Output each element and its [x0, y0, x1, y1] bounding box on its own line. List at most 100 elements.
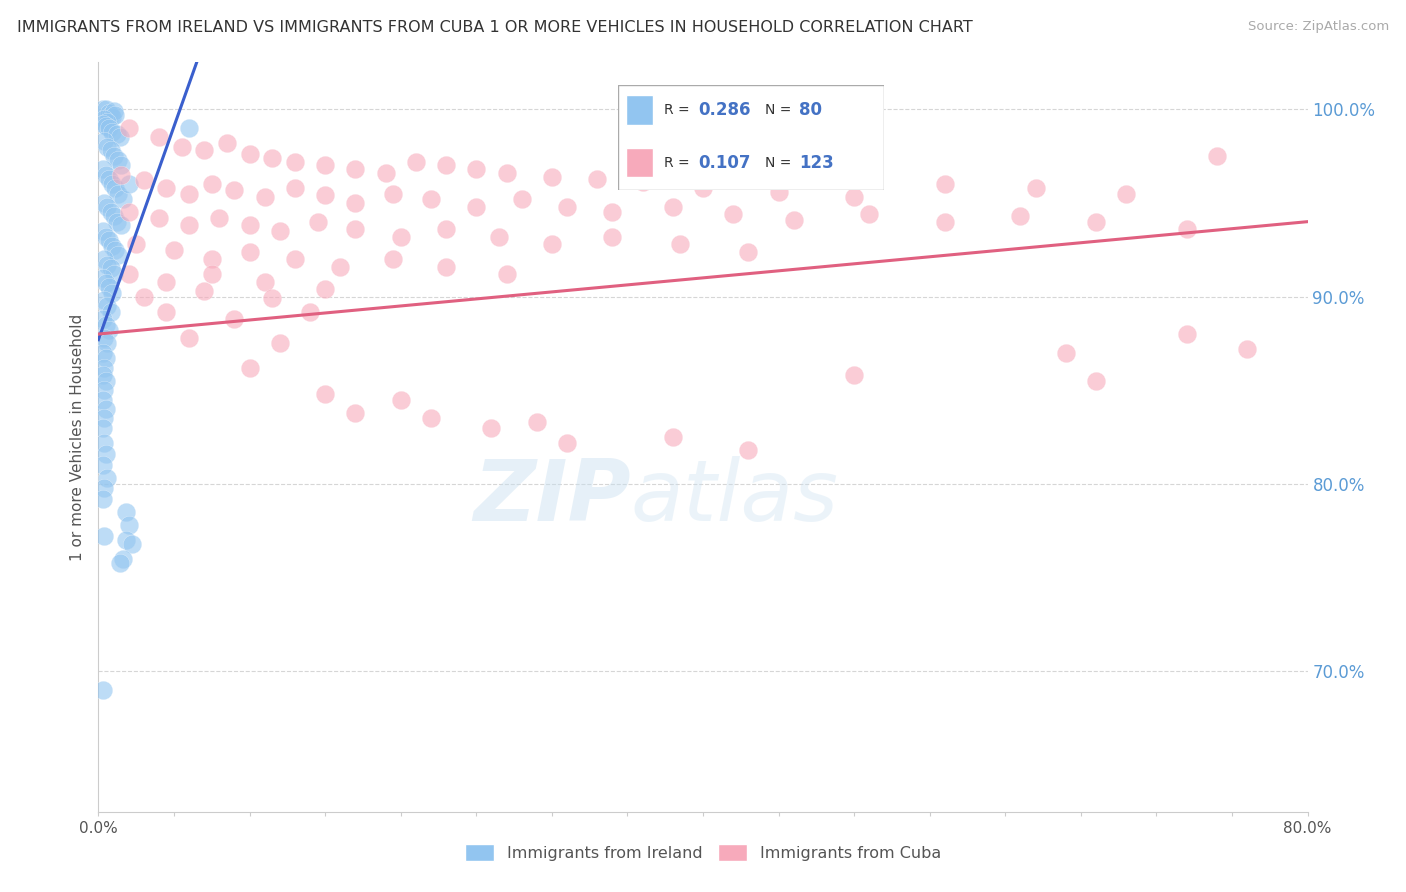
- Point: [94, 119, 117, 133]
- Point: [382, 252, 405, 266]
- Point: [510, 192, 533, 206]
- Point: [94, 318, 117, 332]
- Point: [586, 171, 609, 186]
- Point: [114, 505, 136, 519]
- Point: [201, 252, 224, 266]
- Point: [96, 258, 118, 272]
- Point: [555, 435, 578, 450]
- Point: [118, 177, 141, 191]
- Point: [94, 229, 117, 244]
- Point: [91, 270, 114, 285]
- Point: [1175, 326, 1198, 341]
- Point: [661, 430, 683, 444]
- Point: [104, 108, 127, 122]
- Point: [602, 229, 624, 244]
- Point: [107, 248, 129, 262]
- Point: [93, 411, 115, 425]
- Point: [420, 192, 443, 206]
- Point: [155, 181, 177, 195]
- Point: [253, 275, 276, 289]
- Point: [179, 120, 201, 135]
- Point: [96, 336, 118, 351]
- Point: [844, 368, 866, 383]
- Point: [934, 214, 956, 228]
- Point: [179, 331, 201, 345]
- Text: IMMIGRANTS FROM IRELAND VS IMMIGRANTS FROM CUBA 1 OR MORE VEHICLES IN HOUSEHOLD : IMMIGRANTS FROM IRELAND VS IMMIGRANTS FR…: [17, 20, 973, 35]
- Point: [1054, 345, 1077, 359]
- Point: [1175, 222, 1198, 236]
- Point: [495, 267, 517, 281]
- Point: [105, 214, 128, 228]
- Point: [344, 162, 367, 177]
- Point: [1024, 181, 1046, 195]
- Point: [284, 181, 307, 195]
- Point: [208, 211, 231, 225]
- Point: [91, 491, 114, 506]
- Point: [723, 207, 745, 221]
- Point: [100, 205, 122, 219]
- Point: [1085, 374, 1108, 388]
- Point: [768, 185, 790, 199]
- Point: [100, 261, 122, 276]
- Point: [239, 244, 262, 259]
- Point: [269, 336, 291, 351]
- Point: [94, 401, 117, 416]
- Point: [91, 368, 114, 383]
- Point: [94, 351, 117, 366]
- Point: [193, 284, 215, 298]
- Point: [179, 219, 201, 233]
- Point: [96, 299, 118, 313]
- Text: ZIP: ZIP: [472, 456, 630, 539]
- Point: [465, 162, 488, 177]
- Point: [93, 529, 115, 543]
- Point: [100, 304, 122, 318]
- Point: [91, 312, 114, 326]
- Point: [314, 158, 336, 172]
- Point: [96, 139, 118, 153]
- Point: [540, 169, 562, 184]
- Point: [844, 190, 866, 204]
- Point: [344, 406, 367, 420]
- Legend: Immigrants from Ireland, Immigrants from Cuba: Immigrants from Ireland, Immigrants from…: [458, 838, 948, 867]
- Point: [103, 104, 125, 119]
- Point: [91, 102, 114, 116]
- Point: [104, 181, 127, 195]
- Point: [495, 166, 517, 180]
- Point: [465, 200, 488, 214]
- Point: [737, 244, 759, 259]
- Text: Source: ZipAtlas.com: Source: ZipAtlas.com: [1249, 20, 1389, 33]
- Y-axis label: 1 or more Vehicles in Household: 1 or more Vehicles in Household: [70, 313, 86, 561]
- Point: [101, 125, 124, 139]
- Point: [118, 205, 141, 219]
- Point: [105, 127, 128, 141]
- Point: [284, 252, 307, 266]
- Point: [96, 115, 118, 129]
- Point: [155, 304, 177, 318]
- Point: [269, 224, 291, 238]
- Point: [91, 117, 114, 131]
- Point: [329, 260, 352, 274]
- Point: [344, 222, 367, 236]
- Point: [98, 323, 121, 337]
- Point: [93, 331, 115, 345]
- Point: [132, 289, 155, 303]
- Point: [96, 471, 118, 485]
- Point: [98, 280, 121, 294]
- Point: [555, 200, 578, 214]
- Point: [93, 252, 115, 266]
- Point: [389, 229, 412, 244]
- Point: [132, 173, 155, 187]
- Point: [155, 275, 177, 289]
- Point: [262, 292, 284, 306]
- Point: [1206, 149, 1229, 163]
- Point: [94, 374, 117, 388]
- Point: [100, 144, 122, 158]
- Point: [94, 277, 117, 291]
- Point: [114, 533, 136, 547]
- Point: [1115, 186, 1137, 201]
- Point: [602, 205, 624, 219]
- Point: [661, 200, 683, 214]
- Point: [98, 171, 121, 186]
- Point: [98, 106, 121, 120]
- Point: [91, 345, 114, 359]
